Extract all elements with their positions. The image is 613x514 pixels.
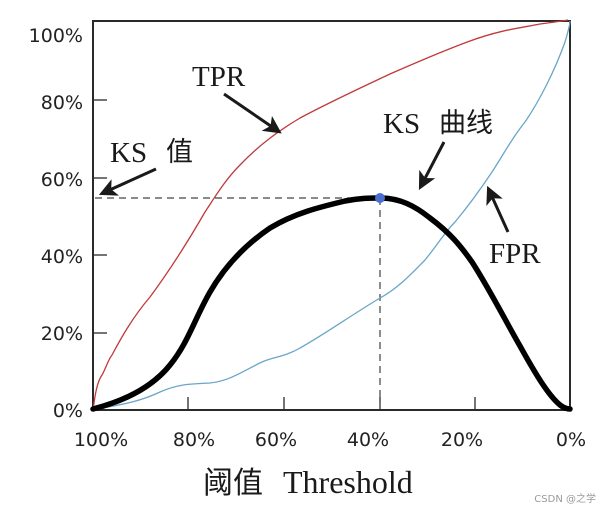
tpr-arrow	[223, 92, 282, 134]
ks-value-label-latin: KS	[110, 137, 147, 169]
x-axis-ticks	[187, 397, 476, 410]
ks-max-point	[375, 193, 385, 203]
y-tick-label: 40%	[41, 246, 83, 268]
y-tick-label: 0%	[53, 400, 83, 422]
ks-value-arrow	[98, 167, 157, 196]
ks-curve-arrow	[418, 141, 446, 190]
x-tick-label: 80%	[173, 429, 215, 451]
ks-curve-label-cjk: 曲线	[439, 108, 493, 139]
y-tick-label: 20%	[41, 323, 83, 345]
fpr-curve	[92, 20, 571, 411]
x-tick-label: 40%	[347, 429, 389, 451]
ks-value-label-cjk: 值	[166, 137, 193, 168]
x-tick-label: 0%	[556, 429, 586, 451]
x-tick-label: 20%	[441, 429, 483, 451]
y-tick-label: 80%	[41, 92, 83, 114]
x-axis-title-latin: Threshold	[283, 464, 413, 500]
x-tick-label: 60%	[255, 429, 297, 451]
x-axis-labels: 100% 80% 60% 40% 20% 0%	[74, 429, 586, 451]
ks-curve-label-latin: KS	[383, 108, 420, 140]
y-tick-label: 60%	[41, 169, 83, 191]
y-axis-ticks	[93, 99, 107, 334]
ks-curve	[90, 195, 573, 412]
y-axis-labels: 0% 20% 40% 60% 80% 100%	[29, 25, 83, 422]
y-tick-label: 100%	[29, 25, 83, 47]
fpr-label: FPR	[489, 238, 541, 270]
tpr-curve	[92, 19, 569, 411]
fpr-arrow	[486, 185, 510, 233]
x-axis-title-cjk: 阈值	[203, 466, 263, 501]
tpr-label: TPR	[192, 61, 246, 93]
x-tick-label: 100%	[74, 429, 128, 451]
plot-frame	[92, 20, 571, 411]
watermark: CSDN @之学	[534, 492, 596, 505]
